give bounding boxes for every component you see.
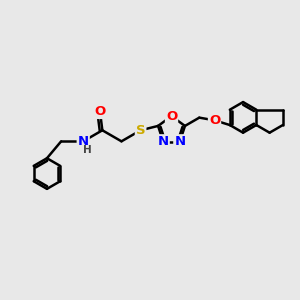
Text: S: S — [136, 124, 146, 137]
Text: O: O — [209, 114, 220, 127]
Text: N: N — [158, 135, 169, 148]
Text: N: N — [174, 135, 185, 148]
Text: N: N — [78, 135, 89, 148]
Text: O: O — [166, 110, 177, 123]
Text: H: H — [83, 145, 92, 154]
Text: O: O — [94, 105, 106, 118]
